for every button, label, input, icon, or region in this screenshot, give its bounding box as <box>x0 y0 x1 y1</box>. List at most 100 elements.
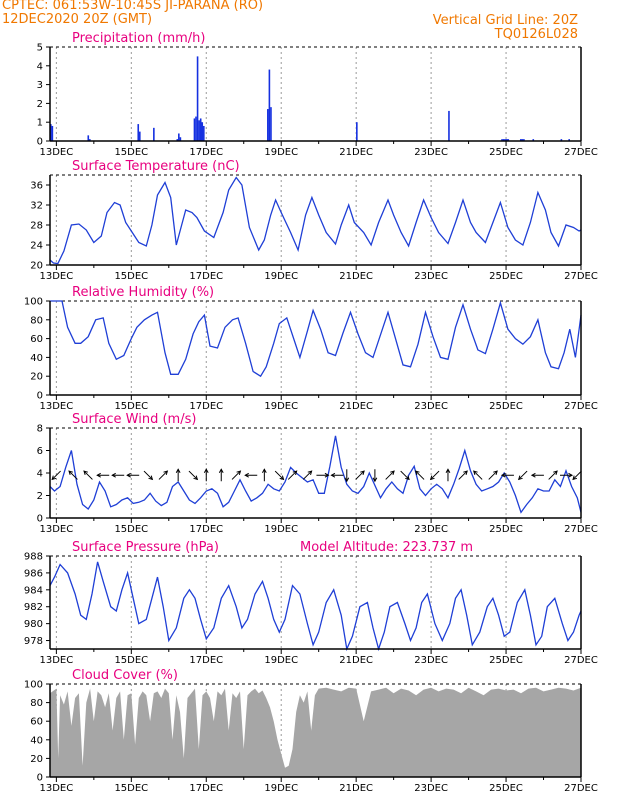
precipitation-bar <box>502 139 505 141</box>
y-tick-label: 20 <box>30 754 43 765</box>
header-run-time: 12DEC2020 20Z (GMT) <box>2 12 153 27</box>
precipitation-bar <box>199 118 202 141</box>
wind-arrow-head <box>360 470 365 476</box>
x-tick-label: 17DEC <box>189 524 223 535</box>
x-tick-label: 27DEC <box>564 147 598 158</box>
y-tick-label: 0 <box>37 137 43 148</box>
precipitation-bar <box>267 109 269 141</box>
wind-arrow-shaft <box>51 470 61 480</box>
y-tick-label: 40 <box>30 735 43 746</box>
wind-arrow-head <box>279 475 285 481</box>
x-tick-label: 17DEC <box>189 271 223 282</box>
wind-arrow-head <box>429 475 435 481</box>
precipitation-bar <box>195 116 197 141</box>
wind-arrow-shaft <box>143 470 153 480</box>
wind-arrow-head <box>390 470 395 476</box>
wind-arrow-shaft <box>287 470 298 480</box>
wind-arrow-head <box>344 477 350 483</box>
x-tick-label: 27DEC <box>564 655 598 666</box>
wind-arrow-head <box>126 472 131 478</box>
precipitation-bar <box>568 139 570 141</box>
wind-arrow-head <box>330 472 336 478</box>
wind-arrow-shaft <box>458 470 468 480</box>
wind-arrow-head <box>218 468 224 474</box>
y-tick-label: 988 <box>24 552 43 563</box>
precipitation-bar <box>201 122 204 141</box>
precipitation-bar <box>519 139 522 141</box>
y-tick-label: 24 <box>30 241 43 252</box>
wind-arrow-head <box>493 470 498 476</box>
y-tick-label: 1 <box>37 118 43 129</box>
x-tick-label: 27DEC <box>564 401 598 412</box>
wind-arrow-head <box>203 468 209 474</box>
precipitation-bar <box>504 139 506 141</box>
precipitation-bar <box>50 124 52 141</box>
precipitation-bar <box>196 56 199 141</box>
wind-arrow-head <box>517 475 523 481</box>
x-tick-label: 23DEC <box>414 655 448 666</box>
wind-arrow-shaft <box>548 470 558 480</box>
precipitation-bar <box>51 125 54 141</box>
x-tick-label: 27DEC <box>564 271 598 282</box>
header-grid-line: Vertical Grid Line: 20Z <box>432 13 578 28</box>
y-tick-label: 4 <box>37 469 43 480</box>
wind-arrow-head <box>405 475 410 481</box>
wind-arrow-shaft <box>68 470 78 480</box>
x-tick-label: 13DEC <box>40 271 74 282</box>
cloud-cover-area <box>50 687 581 777</box>
x-tick-label: 17DEC <box>189 655 223 666</box>
y-tick-label: 60 <box>30 717 43 728</box>
temperature-line <box>49 176 582 265</box>
y-tick-label: 8 <box>37 424 43 435</box>
panel-title: Relative Humidity (%) <box>72 285 214 300</box>
precipitation-bar <box>532 139 535 141</box>
wind-arrow-head <box>148 475 154 481</box>
x-tick-label: 13DEC <box>40 524 74 535</box>
wind-arrow-shaft <box>473 470 483 480</box>
y-tick-label: 40 <box>30 353 43 364</box>
precipitation-bar <box>560 139 563 141</box>
x-tick-label: 25DEC <box>489 271 523 282</box>
panel-title: Surface Temperature (nC) <box>72 159 240 174</box>
x-tick-label: 17DEC <box>189 147 223 158</box>
wind-arrow-head <box>414 470 420 476</box>
precipitation-bar <box>268 69 271 141</box>
y-tick-label: 80 <box>30 698 43 709</box>
x-tick-label: 19DEC <box>264 655 298 666</box>
y-tick-label: 980 <box>24 619 43 630</box>
precipitation-bar <box>198 120 200 141</box>
panel-title: Surface Wind (m/s) <box>72 412 196 427</box>
x-tick-label: 21DEC <box>339 271 373 282</box>
wind-arrow-head <box>51 475 57 481</box>
y-tick-label: 100 <box>24 680 43 691</box>
precipitation-bar <box>193 118 196 141</box>
panel-subtitle: Model Altitude: 223.737 m <box>300 540 473 555</box>
x-tick-label: 19DEC <box>264 401 298 412</box>
x-tick-label: 23DEC <box>414 783 448 794</box>
x-tick-label: 27DEC <box>564 783 598 794</box>
y-tick-label: 28 <box>30 221 43 232</box>
wind-arrow-shaft <box>572 470 582 480</box>
x-tick-label: 23DEC <box>414 147 448 158</box>
x-tick-label: 17DEC <box>189 783 223 794</box>
humidity-line <box>50 300 582 378</box>
x-tick-label: 25DEC <box>489 401 523 412</box>
precipitation-bar <box>153 127 155 141</box>
precipitation-bar <box>501 139 503 141</box>
precipitation-bar <box>87 135 90 141</box>
wind-arrow-shaft <box>302 470 312 480</box>
header-station: CPTEC: 061:53W-10:45S JI-PARANA (RO) <box>2 0 264 13</box>
wind-arrow-head <box>445 468 451 474</box>
x-tick-label: 27DEC <box>564 524 598 535</box>
x-tick-label: 21DEC <box>339 524 373 535</box>
wind-arrow-shaft <box>231 470 241 480</box>
wind-arrow-head <box>500 472 506 478</box>
precipitation-bar <box>270 107 272 141</box>
wind-arrow-head <box>175 468 181 474</box>
x-tick-label: 23DEC <box>414 401 448 412</box>
y-tick-label: 32 <box>30 201 43 212</box>
wind-arrow-shaft <box>415 470 425 480</box>
wind-arrow-head <box>324 472 330 478</box>
y-tick-label: 2 <box>37 99 43 110</box>
